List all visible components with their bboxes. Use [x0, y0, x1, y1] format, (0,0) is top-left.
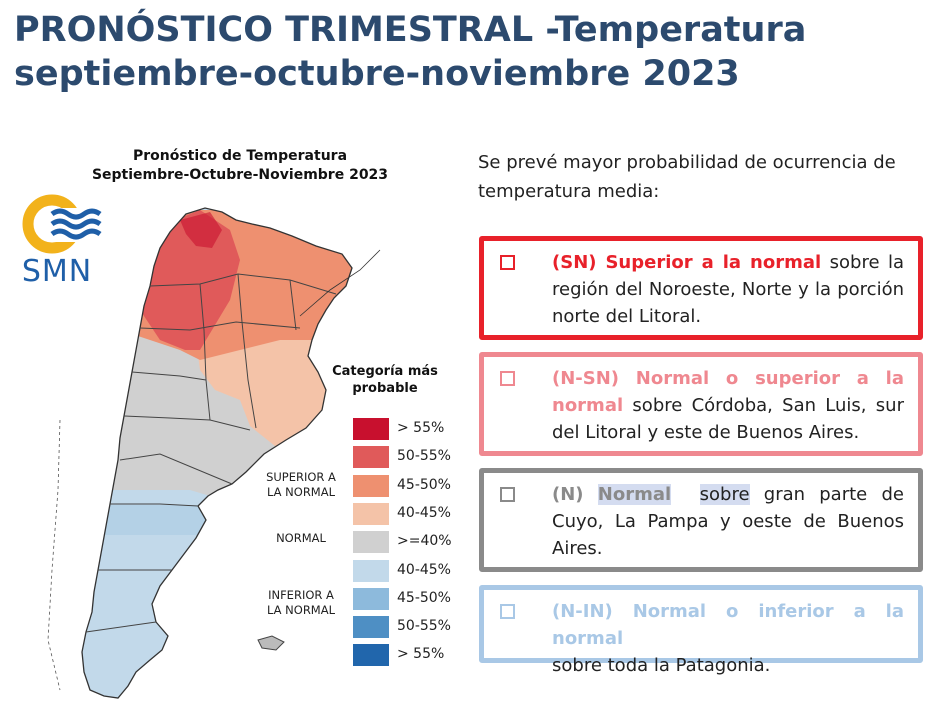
forecast-map: [47, 207, 381, 699]
legend-label: > 55%: [397, 646, 445, 663]
legend-title-line-1: Categoría más: [332, 364, 438, 379]
smn-logo-text: SMN: [21, 254, 93, 289]
box-superior-text: (SN) Superior a la normal sobre la regió…: [552, 249, 904, 330]
legend-swatch: [353, 559, 389, 582]
box-normal-inferior-body: sobre toda la Patagonia.: [552, 655, 771, 676]
box-normal-superior: (N-SN) Normal o superior a la normal sob…: [479, 352, 923, 456]
smn-logo: SMN: [12, 190, 102, 290]
box-normal-connector: sobre: [699, 484, 750, 505]
legend-swatch: [353, 502, 389, 525]
box-normal-word: Normal: [597, 484, 672, 505]
box-normal-superior-text: (N-SN) Normal o superior a la normal sob…: [552, 365, 904, 446]
checkbox-icon: [500, 487, 515, 502]
legend-label: 40-45%: [397, 504, 451, 521]
box-normal-inferior: (N-IN) Normal o inferior a la normal sob…: [479, 585, 923, 676]
smn-logo-icon: [22, 194, 102, 254]
legend-category-superior-line-2: LA NORMAL: [266, 485, 336, 499]
legend-title: Categoría más probable: [330, 363, 440, 397]
box-superior: (SN) Superior a la normal sobre la regió…: [479, 236, 923, 340]
title-line-1: PRONÓSTICO TRIMESTRAL -Temperatura: [14, 10, 807, 50]
map-title-line-2: Septiembre-Octubre-Noviembre 2023: [91, 167, 389, 183]
legend-swatch: [353, 644, 389, 667]
box-normal-superior-highlight: (N-SN) Normal o superior a la normal: [552, 368, 904, 416]
legend-label: > 55%: [397, 420, 445, 436]
legend-label: 45-50%: [397, 589, 451, 606]
legend-category-superior-line-1: SUPERIOR A: [266, 470, 336, 484]
legend-swatch: [353, 474, 389, 497]
box-normal-text: (N) Normal sobre gran parte de Cuyo, La …: [552, 481, 904, 562]
checkbox-icon: [500, 371, 515, 386]
legend-swatch: [353, 587, 389, 610]
legend-swatch: [353, 446, 389, 469]
page-title: PRONÓSTICO TRIMESTRAL -Temperatura septi…: [14, 8, 806, 96]
title-line-2: septiembre-octubre-noviembre 2023: [14, 54, 740, 94]
legend-label: 50-55%: [397, 448, 451, 465]
box-normal-prefix: (N): [552, 484, 584, 505]
box-normal: (N) Normal sobre gran parte de Cuyo, La …: [479, 468, 923, 572]
legend-swatch: [353, 616, 389, 639]
box-normal-body: gran parte de Cuyo, La Pampa y oeste de …: [552, 484, 904, 559]
region-sup-50-55: [140, 210, 240, 350]
box-superior-body: sobre la región del Noroeste, Norte y la…: [552, 252, 904, 327]
legend-label: >=40%: [397, 533, 452, 550]
box-superior-highlight: (SN) Superior a la normal: [552, 252, 822, 273]
checkbox-icon: [500, 255, 515, 270]
legend-category-normal: NORMAL: [276, 531, 326, 545]
legend-category-inferior-line-2: LA NORMAL: [266, 603, 336, 617]
map-title: Pronóstico de Temperatura Septiembre-Oct…: [70, 147, 410, 185]
region-sup-55: [180, 212, 222, 248]
legend-swatch: [353, 418, 389, 440]
legend-category-inferior: INFERIOR A LA NORMAL: [256, 588, 346, 618]
box-normal-superior-body: sobre Córdoba, San Luis, sur del Litoral…: [552, 395, 904, 443]
legend-label: 45-50%: [397, 476, 451, 493]
intro-text: Se prevé mayor probabilidad de ocurrenci…: [478, 152, 896, 202]
box-normal-inferior-text: (N-IN) Normal o inferior a la normal sob…: [552, 598, 904, 679]
legend-category-inferior-line-1: INFERIOR A: [268, 588, 334, 602]
map-title-line-1: Pronóstico de Temperatura: [132, 148, 348, 164]
legend-label: 50-55%: [397, 618, 451, 635]
legend-label: 40-45%: [397, 561, 451, 578]
checkbox-icon: [500, 604, 515, 619]
legend-title-line-2: probable: [352, 381, 418, 396]
legend-swatch: [353, 531, 389, 554]
legend-category-superior: SUPERIOR A LA NORMAL: [256, 470, 346, 500]
box-normal-inferior-highlight: (N-IN) Normal o inferior a la normal: [552, 601, 904, 649]
region-sup-45-50: [110, 210, 352, 360]
